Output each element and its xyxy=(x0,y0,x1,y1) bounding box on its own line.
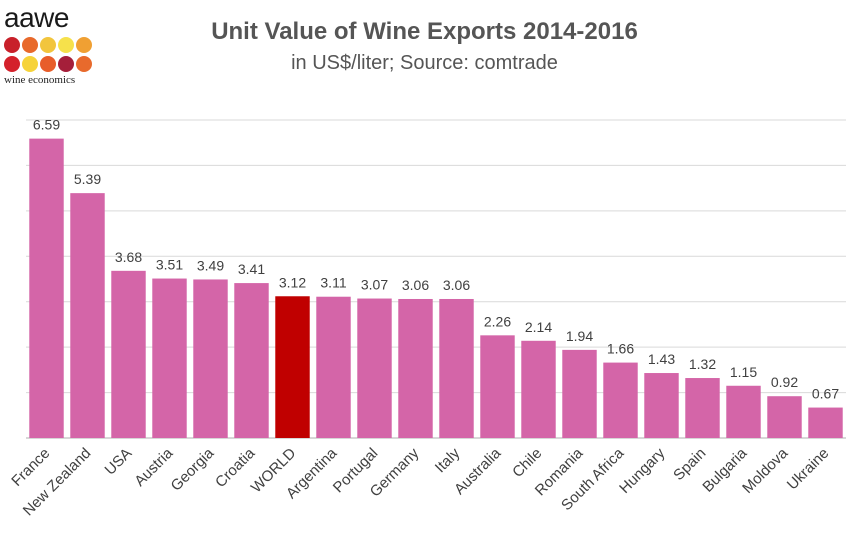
bar-chile xyxy=(521,340,556,438)
data-label: 2.26 xyxy=(484,313,511,329)
x-tick-label: Georgia xyxy=(168,444,218,494)
bar-world xyxy=(275,296,310,438)
bar-ukraine xyxy=(808,407,843,438)
data-label: 0.92 xyxy=(771,374,798,390)
data-label: 3.12 xyxy=(279,274,306,290)
data-label: 0.67 xyxy=(812,386,839,402)
chart-title: Unit Value of Wine Exports 2014-2016 xyxy=(211,18,638,45)
bar-spain xyxy=(685,378,720,438)
chart-subtitle: in US$/liter; Source: comtrade xyxy=(291,52,558,74)
data-label: 3.51 xyxy=(156,257,183,273)
data-label: 3.41 xyxy=(238,261,265,277)
bar-australia xyxy=(480,335,515,438)
x-tick-label: Moldova xyxy=(739,444,792,497)
data-label: 1.94 xyxy=(566,328,593,344)
bar-france xyxy=(29,138,64,438)
logo-dot xyxy=(76,56,92,72)
logo-dots-icon xyxy=(4,37,92,72)
bar-georgia xyxy=(193,279,228,438)
logo-dot xyxy=(76,37,92,53)
bar-hungary xyxy=(644,373,679,438)
data-label: 3.49 xyxy=(197,257,224,273)
bar-moldova xyxy=(767,396,802,438)
bar-croatia xyxy=(234,283,269,438)
data-label: 3.11 xyxy=(320,275,346,291)
x-tick-label: Ukraine xyxy=(784,445,833,494)
x-tick-label: USA xyxy=(101,445,135,479)
data-label: 1.15 xyxy=(730,364,757,380)
bar-south-africa xyxy=(603,362,638,438)
data-label: 6.59 xyxy=(33,117,60,133)
data-label: 1.43 xyxy=(648,351,675,367)
bar-bulgaria xyxy=(726,385,761,438)
x-tick-label: Australia xyxy=(451,444,505,498)
bar-romania xyxy=(562,349,597,438)
bar-portugal xyxy=(357,298,392,438)
bar-italy xyxy=(439,298,474,438)
logo-dot xyxy=(58,56,74,72)
logo-dot xyxy=(40,37,56,53)
bar-usa xyxy=(111,270,146,438)
data-label: 3.07 xyxy=(361,277,388,293)
data-label: 2.14 xyxy=(525,319,552,335)
logo-dot xyxy=(4,56,20,72)
data-label: 1.32 xyxy=(689,356,716,372)
logo-dot xyxy=(40,56,56,72)
data-label: 1.66 xyxy=(607,341,634,357)
x-tick-label: Chile xyxy=(509,445,545,481)
bar-argentina xyxy=(316,296,351,438)
bar-germany xyxy=(398,298,433,438)
logo-wordmark: aawe xyxy=(4,2,69,33)
data-label: 3.06 xyxy=(402,277,429,293)
data-label: 3.68 xyxy=(115,249,142,265)
logo-dot xyxy=(22,56,38,72)
logo-dot xyxy=(22,37,38,53)
data-label: 5.39 xyxy=(74,171,101,187)
logo-subtitle: wine economics xyxy=(4,74,76,86)
x-tick-label: Hungary xyxy=(616,444,668,496)
data-label: 3.06 xyxy=(443,277,470,293)
x-tick-label: Italy xyxy=(432,444,464,476)
logo-dot xyxy=(4,37,20,53)
bar-austria xyxy=(152,278,187,438)
logo-dot xyxy=(58,37,74,53)
bar-new-zealand xyxy=(70,193,105,438)
aawe-logo: aawe wine economics xyxy=(4,4,94,88)
x-tick-label: Spain xyxy=(670,445,709,484)
